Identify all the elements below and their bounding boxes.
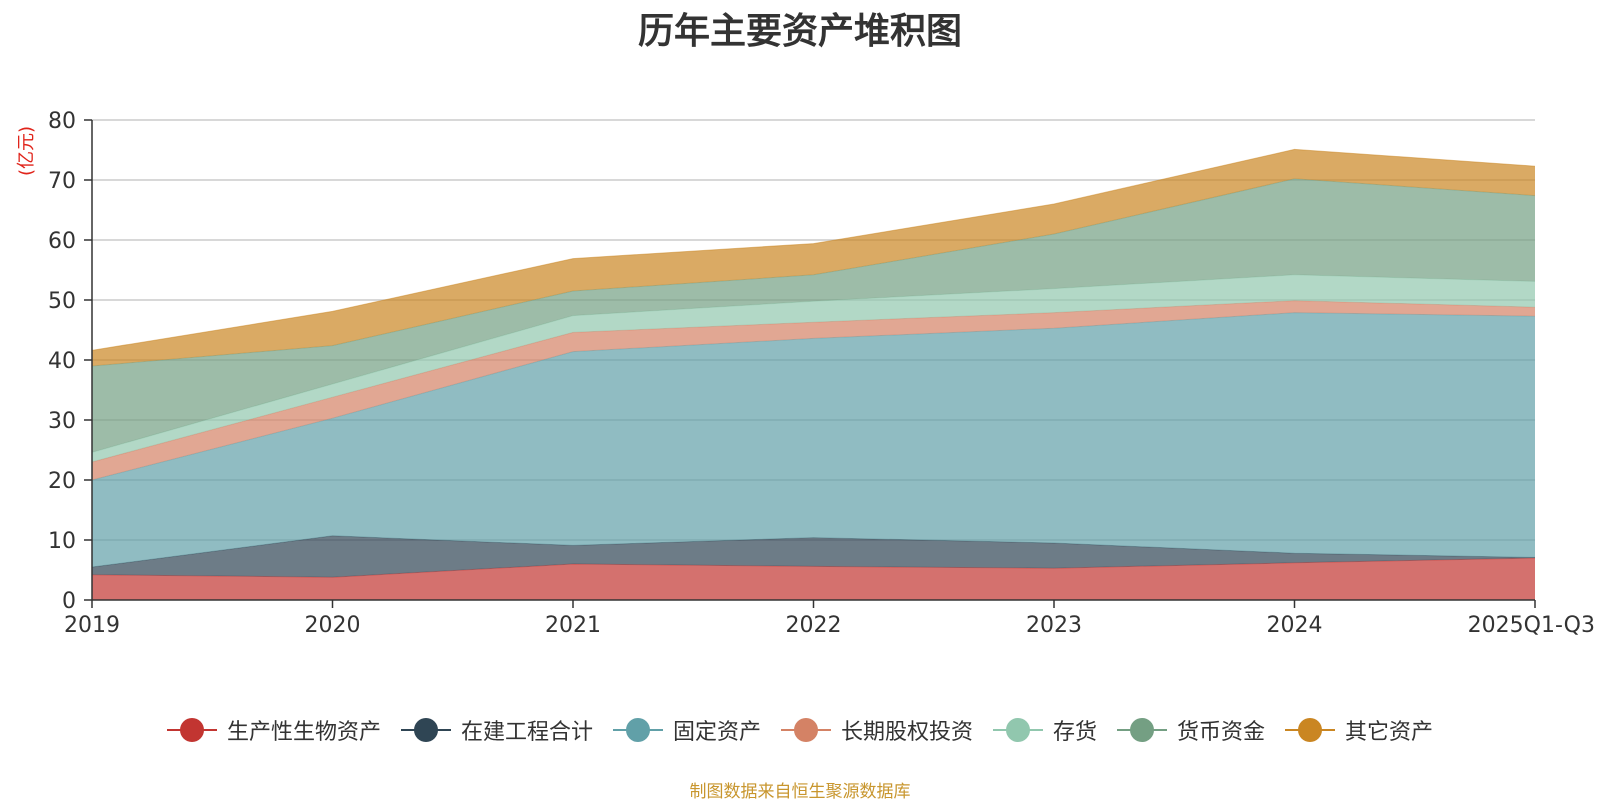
legend-marker-icon [1117, 718, 1168, 742]
legend-marker-icon [780, 718, 831, 742]
legend-label: 长期股权投资 [840, 720, 973, 745]
y-tick-label: 80 [48, 109, 76, 134]
legend-item-5[interactable]: 货币资金 [1117, 714, 1265, 746]
source-note: 制图数据来自恒生聚源数据库 [689, 782, 911, 802]
area-series-6 [92, 149, 1535, 366]
y-tick-label: 10 [48, 529, 76, 554]
x-tick-label: 2023 [1026, 613, 1082, 638]
legend-marker-icon [400, 718, 451, 742]
axes: 0 10 20 30 40 50 60 70 80 2019 2020 2021 2022 2023 202… [48, 109, 1595, 638]
legend-marker-dot [179, 718, 204, 742]
y-tick-label: 20 [48, 469, 76, 494]
area-series-edge-6 [91, 148, 1536, 351]
legend-item-6[interactable]: 其它资产 [1285, 714, 1433, 746]
legend-label: 货币资金 [1177, 720, 1266, 745]
x-tick-label: 2020 [305, 613, 361, 638]
legend-marker-dot [1006, 718, 1030, 742]
legend: 生产性生物资产 在建工程合计 固定资产 长期股权投资 存货 货币资金 其它资产 [0, 714, 1600, 746]
legend-label: 生产性生物资产 [226, 720, 381, 745]
x-tick-label: 2024 [1267, 613, 1323, 638]
legend-marker-icon [993, 718, 1043, 742]
legend-marker-dot [625, 718, 650, 742]
x-tick-label: 2025Q1-Q3 [1468, 613, 1595, 638]
area-series-1 [92, 535, 1535, 578]
y-tick-label: 60 [48, 229, 76, 254]
legend-label: 其它资产 [1345, 720, 1434, 745]
legend-item-0[interactable]: 生产性生物资产 [166, 714, 381, 746]
legend-item-2[interactable]: 固定资产 [612, 714, 761, 746]
legend-label: 在建工程合计 [460, 720, 593, 745]
legend-marker-icon [612, 718, 663, 742]
y-tick-label: 70 [48, 169, 76, 194]
area-series-5 [92, 178, 1535, 453]
x-tick-label: 2022 [786, 613, 842, 638]
area-series-0 [92, 558, 1535, 600]
y-tick-label: 40 [48, 349, 76, 374]
legend-marker-dot [1298, 718, 1323, 742]
legend-item-4[interactable]: 存货 [993, 714, 1097, 746]
area-series-layer [91, 148, 1536, 600]
legend-marker-icon [166, 718, 217, 742]
legend-marker-dot [1130, 718, 1155, 742]
y-tick-label: 50 [48, 289, 76, 314]
legend-item-1[interactable]: 在建工程合计 [400, 714, 593, 746]
legend-marker-dot [413, 718, 438, 742]
legend-marker-dot [793, 718, 818, 742]
y-tick-label: 0 [62, 589, 76, 614]
x-tick-label: 2019 [64, 613, 120, 638]
chart-title: 历年主要资产堆积图 [637, 11, 962, 52]
legend-item-3[interactable]: 长期股权投资 [780, 714, 973, 746]
legend-label: 固定资产 [672, 720, 761, 745]
y-tick-label: 30 [48, 409, 76, 434]
x-tick-label: 2021 [545, 613, 601, 638]
legend-marker-icon [1285, 718, 1336, 742]
area-series-4 [92, 274, 1535, 462]
area-series-3 [92, 300, 1535, 480]
legend-label: 存货 [1053, 720, 1098, 745]
area-series-2 [92, 312, 1535, 567]
